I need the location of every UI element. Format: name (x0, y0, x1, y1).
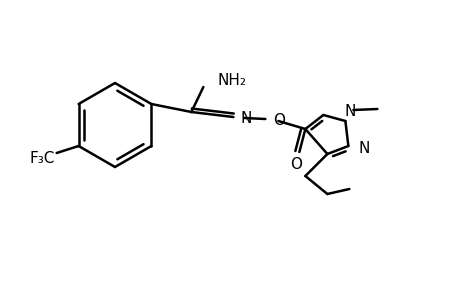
Text: F₃C: F₃C (30, 151, 55, 166)
Text: NH₂: NH₂ (217, 73, 246, 88)
Text: O: O (290, 157, 302, 172)
Text: O: O (273, 112, 285, 128)
Text: N: N (358, 140, 369, 155)
Text: N: N (344, 103, 355, 118)
Text: N: N (240, 110, 251, 125)
